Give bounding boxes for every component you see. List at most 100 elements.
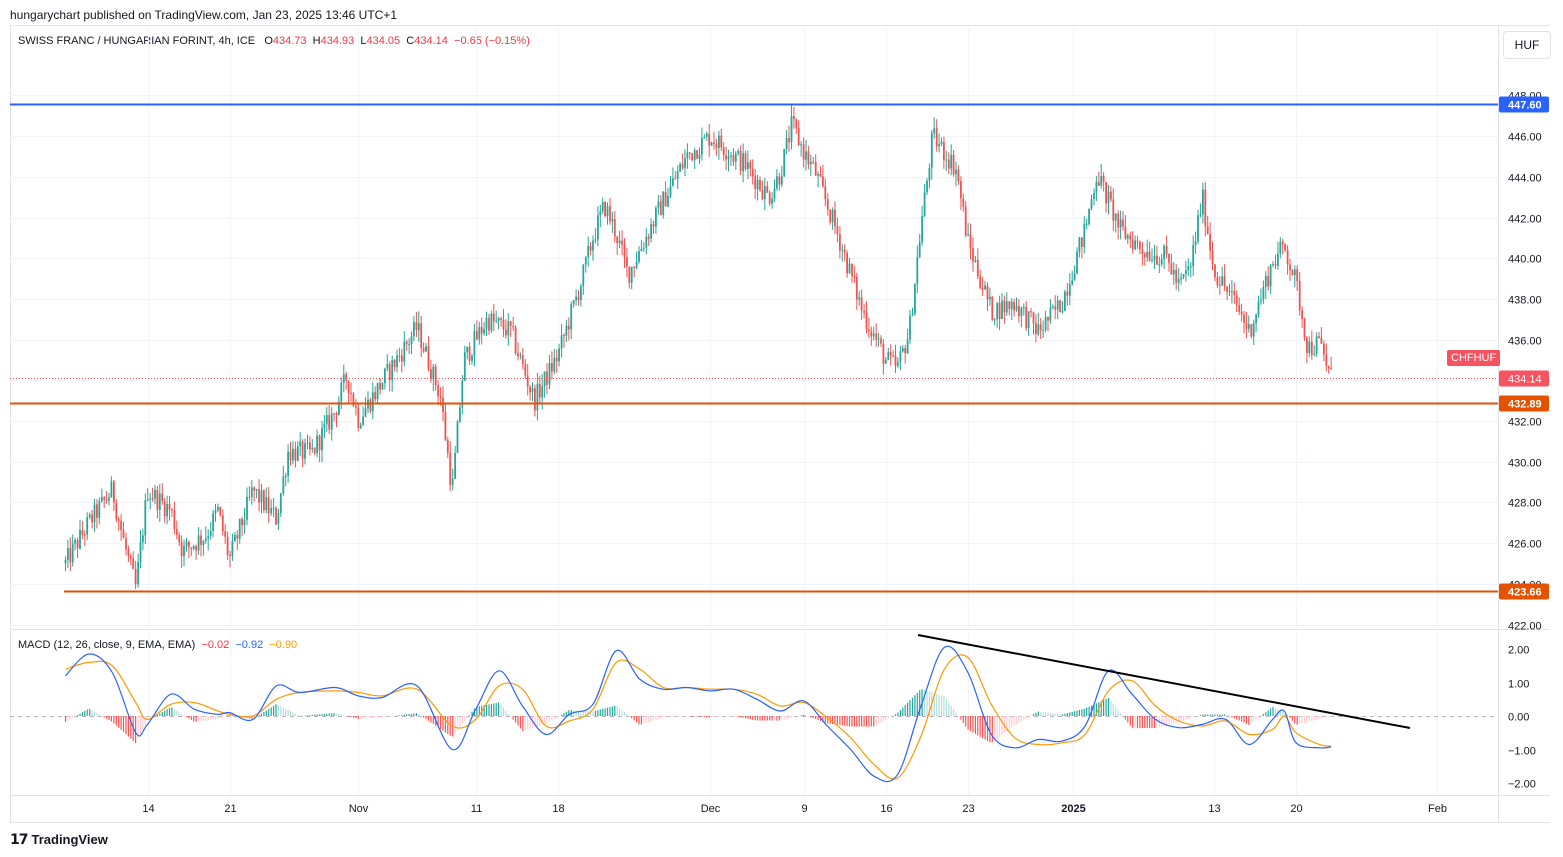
- candle-body: [1022, 307, 1025, 309]
- macd-histogram-bar: [108, 716, 110, 721]
- candle-body: [1318, 336, 1320, 338]
- macd-histogram-bar: [807, 716, 809, 717]
- candle-body: [526, 375, 529, 387]
- candle-body: [1129, 235, 1132, 240]
- level-price-tag-label: 432.89: [1508, 399, 1542, 411]
- macd-histogram-bar: [856, 716, 858, 727]
- candle-body: [374, 392, 377, 400]
- candle-body: [894, 355, 897, 366]
- macd-histogram-bar: [1303, 716, 1306, 723]
- candle-body: [432, 366, 435, 380]
- candle-body: [76, 540, 79, 549]
- macd-histogram-bar: [674, 716, 676, 717]
- candle-body: [250, 487, 253, 498]
- candle-body: [655, 207, 657, 227]
- macd-histogram-bar: [873, 716, 875, 727]
- macd-histogram-bar: [440, 716, 442, 730]
- macd-histogram-bar: [168, 707, 171, 716]
- candle-body: [156, 489, 159, 510]
- macd-histogram-bar: [1112, 704, 1114, 716]
- macd-histogram-bar: [638, 716, 640, 725]
- candle-body: [444, 412, 447, 440]
- candle-body: [1211, 250, 1214, 265]
- macd-histogram-bar: [1025, 716, 1027, 719]
- candle-body: [710, 142, 713, 146]
- macd-histogram-bar: [553, 716, 555, 719]
- macd-histogram-bar: [185, 716, 188, 717]
- macd-histogram-bar: [415, 713, 417, 716]
- macd-histogram-bar: [623, 712, 626, 716]
- candle-body: [991, 296, 994, 320]
- currency-button[interactable]: HUF: [1503, 31, 1551, 59]
- macd-histogram-bar: [909, 700, 911, 716]
- macd-histogram-bar: [79, 713, 81, 716]
- candle-body: [509, 321, 512, 326]
- candle-body: [1071, 280, 1074, 285]
- macd-histogram-bar: [1262, 714, 1264, 716]
- macd-histogram-bar: [1190, 716, 1192, 719]
- candle-body: [272, 507, 275, 509]
- macd-histogram-bar: [302, 715, 304, 717]
- macd-histogram-bar: [1023, 716, 1025, 720]
- macd-histogram-bar: [832, 716, 834, 725]
- candle-body: [776, 176, 778, 189]
- candle-body: [962, 198, 965, 207]
- candle-body: [91, 514, 93, 523]
- macd-histogram-bar: [268, 708, 270, 716]
- macd-histogram-bar: [340, 714, 342, 716]
- level-price-tag: [1499, 583, 1549, 600]
- candle-body: [410, 336, 413, 344]
- time-tick-label: 9: [801, 803, 807, 815]
- macd-histogram-bar: [1020, 716, 1022, 722]
- candle-body: [1260, 299, 1262, 302]
- macd-histogram-bar: [183, 715, 185, 716]
- macd-histogram-bar: [1325, 716, 1327, 718]
- macd-histogram-bar: [519, 716, 521, 729]
- macd-histogram-bar: [125, 716, 127, 735]
- candle-body: [679, 163, 681, 172]
- macd-trendline: [917, 634, 1411, 729]
- macd-histogram-bar: [1076, 710, 1078, 716]
- candle-body: [1221, 276, 1224, 285]
- macd-histogram-bar: [631, 716, 633, 719]
- macd-histogram-bar: [928, 691, 930, 716]
- candle-body: [998, 303, 1001, 319]
- macd-histogram-bar: [98, 714, 100, 716]
- candle-body: [904, 348, 907, 354]
- candle-body: [238, 518, 241, 539]
- macd-histogram-bar: [1313, 716, 1315, 721]
- candle-body: [800, 144, 802, 146]
- candle-body: [1049, 307, 1052, 321]
- macd-histogram-bar: [437, 716, 439, 728]
- candle-body: [117, 519, 120, 521]
- macd-histogram-bar: [200, 716, 202, 722]
- macd-histogram-bar: [539, 716, 541, 726]
- candle-body: [841, 249, 844, 251]
- candle-body: [330, 413, 333, 430]
- macd-histogram-bar: [749, 716, 751, 720]
- macd-histogram-bar: [897, 712, 899, 716]
- candle-body: [906, 339, 909, 354]
- candle-body: [471, 355, 473, 361]
- candle-body: [246, 497, 248, 520]
- low-label: L: [360, 35, 367, 47]
- candle-body: [253, 487, 256, 491]
- candle-body: [650, 224, 652, 239]
- candle-body: [1039, 324, 1042, 331]
- macd-histogram-bar: [1088, 706, 1090, 716]
- candle-body: [1235, 295, 1238, 306]
- macd-histogram-bar: [1149, 716, 1151, 729]
- macd-histogram-bar: [1103, 700, 1105, 716]
- candle-body: [1255, 314, 1257, 324]
- macd-histogram-bar: [1284, 712, 1286, 716]
- price-tick-label: 444.00: [1508, 173, 1542, 185]
- candle-body: [981, 287, 984, 290]
- tradingview-logo[interactable]: 𝟭𝟳 TradingView: [10, 831, 108, 848]
- macd-histogram-bar: [773, 716, 776, 721]
- macd-histogram-bar: [1323, 716, 1325, 719]
- macd-histogram-bar: [727, 716, 730, 717]
- candle-body: [345, 374, 348, 381]
- macd-histogram-bar: [682, 716, 684, 717]
- macd-histogram-bar: [839, 716, 841, 726]
